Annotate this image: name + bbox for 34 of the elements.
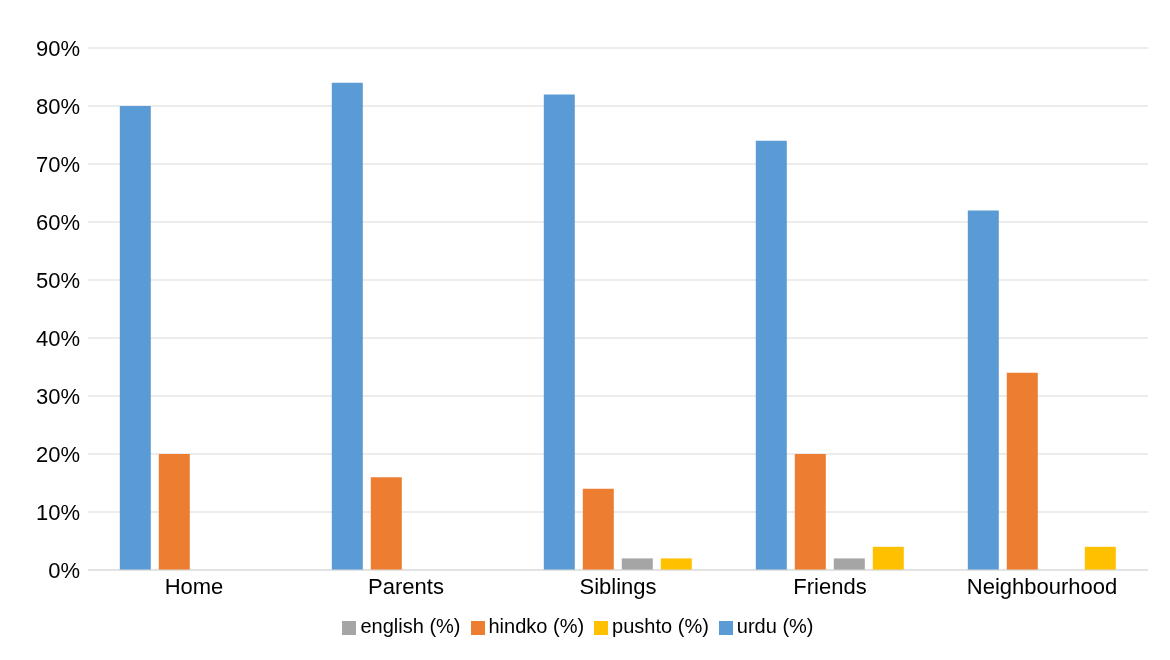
y-tick-label: 50% [35, 267, 80, 293]
bar [660, 558, 692, 570]
bar [755, 140, 787, 570]
bar [119, 106, 151, 570]
bar [370, 477, 402, 570]
legend-label: hindko (%) [488, 615, 585, 637]
legend-label: english (%) [360, 615, 461, 637]
y-tick-label: 80% [35, 93, 80, 119]
x-tick-label: Home [164, 573, 224, 599]
bar [1084, 546, 1116, 570]
y-tick-label: 60% [35, 209, 80, 235]
y-tick-label: 70% [35, 151, 80, 177]
bar [872, 546, 904, 570]
bar [1006, 372, 1038, 570]
x-tick-label: Friends [793, 573, 867, 599]
y-tick-label: 40% [35, 325, 80, 351]
bar [967, 210, 999, 570]
bar [833, 558, 865, 570]
x-tick-label: Siblings [579, 573, 657, 599]
bar [543, 94, 575, 570]
bar [158, 454, 190, 570]
x-tick-label: Parents [368, 573, 444, 599]
bar [582, 488, 614, 570]
legend-label: pushto (%) [612, 615, 709, 637]
y-tick-label: 30% [35, 383, 80, 409]
y-tick-label: 0% [48, 557, 80, 583]
bar [794, 454, 826, 570]
bar [331, 82, 363, 570]
y-tick-label: 20% [35, 441, 80, 467]
y-tick-label: 90% [35, 35, 80, 61]
x-tick-label: Neighbourhood [966, 573, 1118, 599]
y-tick-label: 10% [35, 499, 80, 525]
legend-label: urdu (%) [736, 615, 814, 637]
bar [621, 558, 653, 570]
